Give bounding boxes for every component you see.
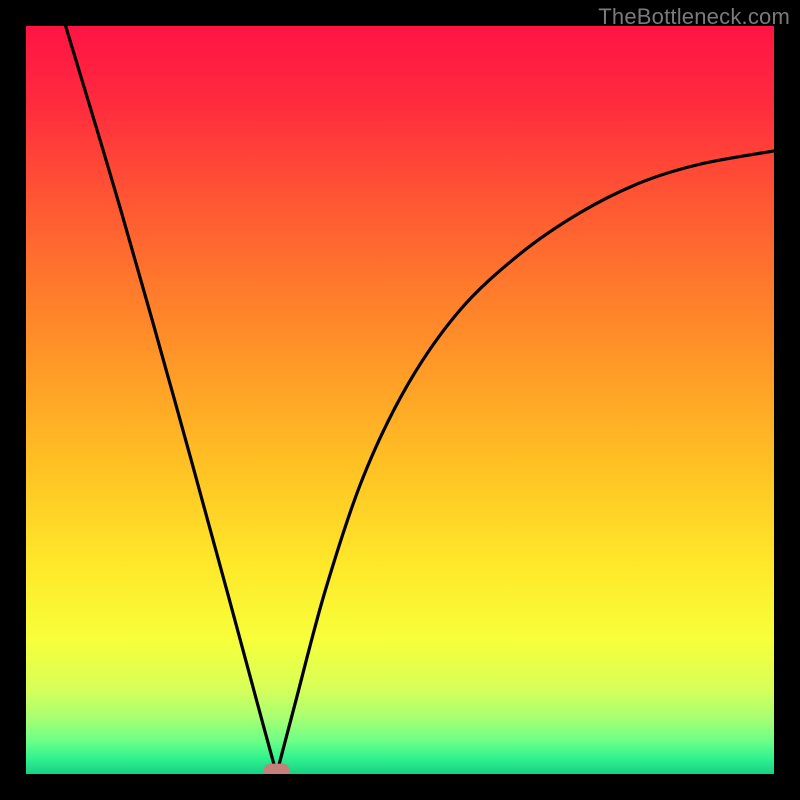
bottleneck-chart [0, 0, 800, 800]
chart-stage: TheBottleneck.com [0, 0, 800, 800]
watermark-text: TheBottleneck.com [598, 4, 790, 30]
